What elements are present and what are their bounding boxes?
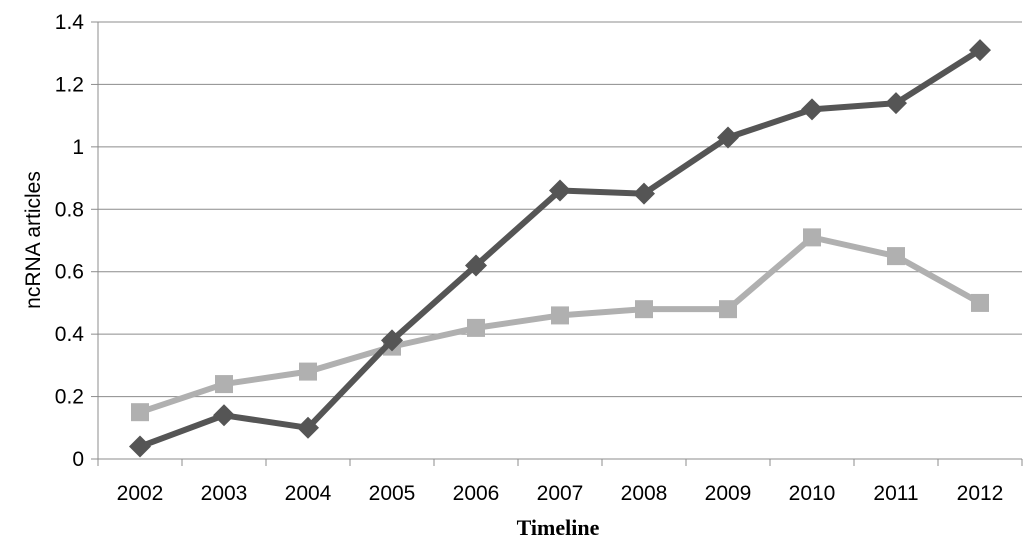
data-point-diamond xyxy=(465,254,487,277)
data-point-square xyxy=(887,247,905,266)
y-tick-label: 0.6 xyxy=(55,261,84,284)
data-point-diamond xyxy=(381,329,403,352)
y-tick-label: 0.2 xyxy=(55,386,84,409)
data-point-square xyxy=(971,293,989,312)
y-tick-label: 1.2 xyxy=(55,73,84,96)
data-point-diamond xyxy=(633,182,655,205)
data-point-square xyxy=(803,228,821,247)
data-point-diamond xyxy=(969,39,991,62)
data-point-square xyxy=(467,318,485,337)
data-point-diamond xyxy=(717,126,739,149)
x-tick-label: 2006 xyxy=(453,482,500,505)
y-tick-label: 0.4 xyxy=(55,323,85,346)
data-point-square xyxy=(719,300,737,319)
x-tick-label: 2002 xyxy=(117,482,164,505)
x-tick-label: 2007 xyxy=(537,482,584,505)
x-tick-label: 2005 xyxy=(369,482,416,505)
y-tick-label: 0.8 xyxy=(55,198,84,221)
gridlines xyxy=(98,21,1022,398)
y-tick-label: 1 xyxy=(72,136,84,159)
data-point-diamond xyxy=(129,435,151,458)
data-point-square xyxy=(551,306,569,325)
x-tick-label: 2004 xyxy=(285,482,332,505)
x-tick-label: 2009 xyxy=(705,482,752,505)
series-group xyxy=(129,39,991,458)
data-point-diamond xyxy=(885,92,907,115)
y-axis-label: ncRNA articles xyxy=(22,171,45,309)
data-point-diamond xyxy=(213,404,235,427)
data-point-diamond xyxy=(549,179,571,202)
axes xyxy=(91,21,1023,466)
data-point-diamond xyxy=(297,416,319,439)
y-tick-labels: 0 0.2 0.4 0.6 0.8 1 1.2 1.4 xyxy=(55,11,85,471)
x-tick-label: 2012 xyxy=(957,482,1004,505)
y-tick-label: 1.4 xyxy=(55,11,85,34)
data-point-square xyxy=(215,375,233,394)
y-tick-label: 0 xyxy=(72,448,84,471)
x-tick-label: 2010 xyxy=(789,482,836,505)
series-line-2 xyxy=(139,234,982,416)
data-point-square xyxy=(131,403,149,422)
x-tick-label: 2008 xyxy=(621,482,668,505)
x-tick-label: 2003 xyxy=(201,482,248,505)
data-point-square xyxy=(635,300,653,319)
x-axis-label: Timeline xyxy=(517,515,600,540)
data-point-diamond xyxy=(801,98,823,121)
x-tick-labels: 2002 2003 2004 2005 2006 2007 2008 2009 2010 2011… xyxy=(117,482,1004,505)
x-tick-label: 2011 xyxy=(873,482,918,505)
data-point-square xyxy=(299,362,317,381)
